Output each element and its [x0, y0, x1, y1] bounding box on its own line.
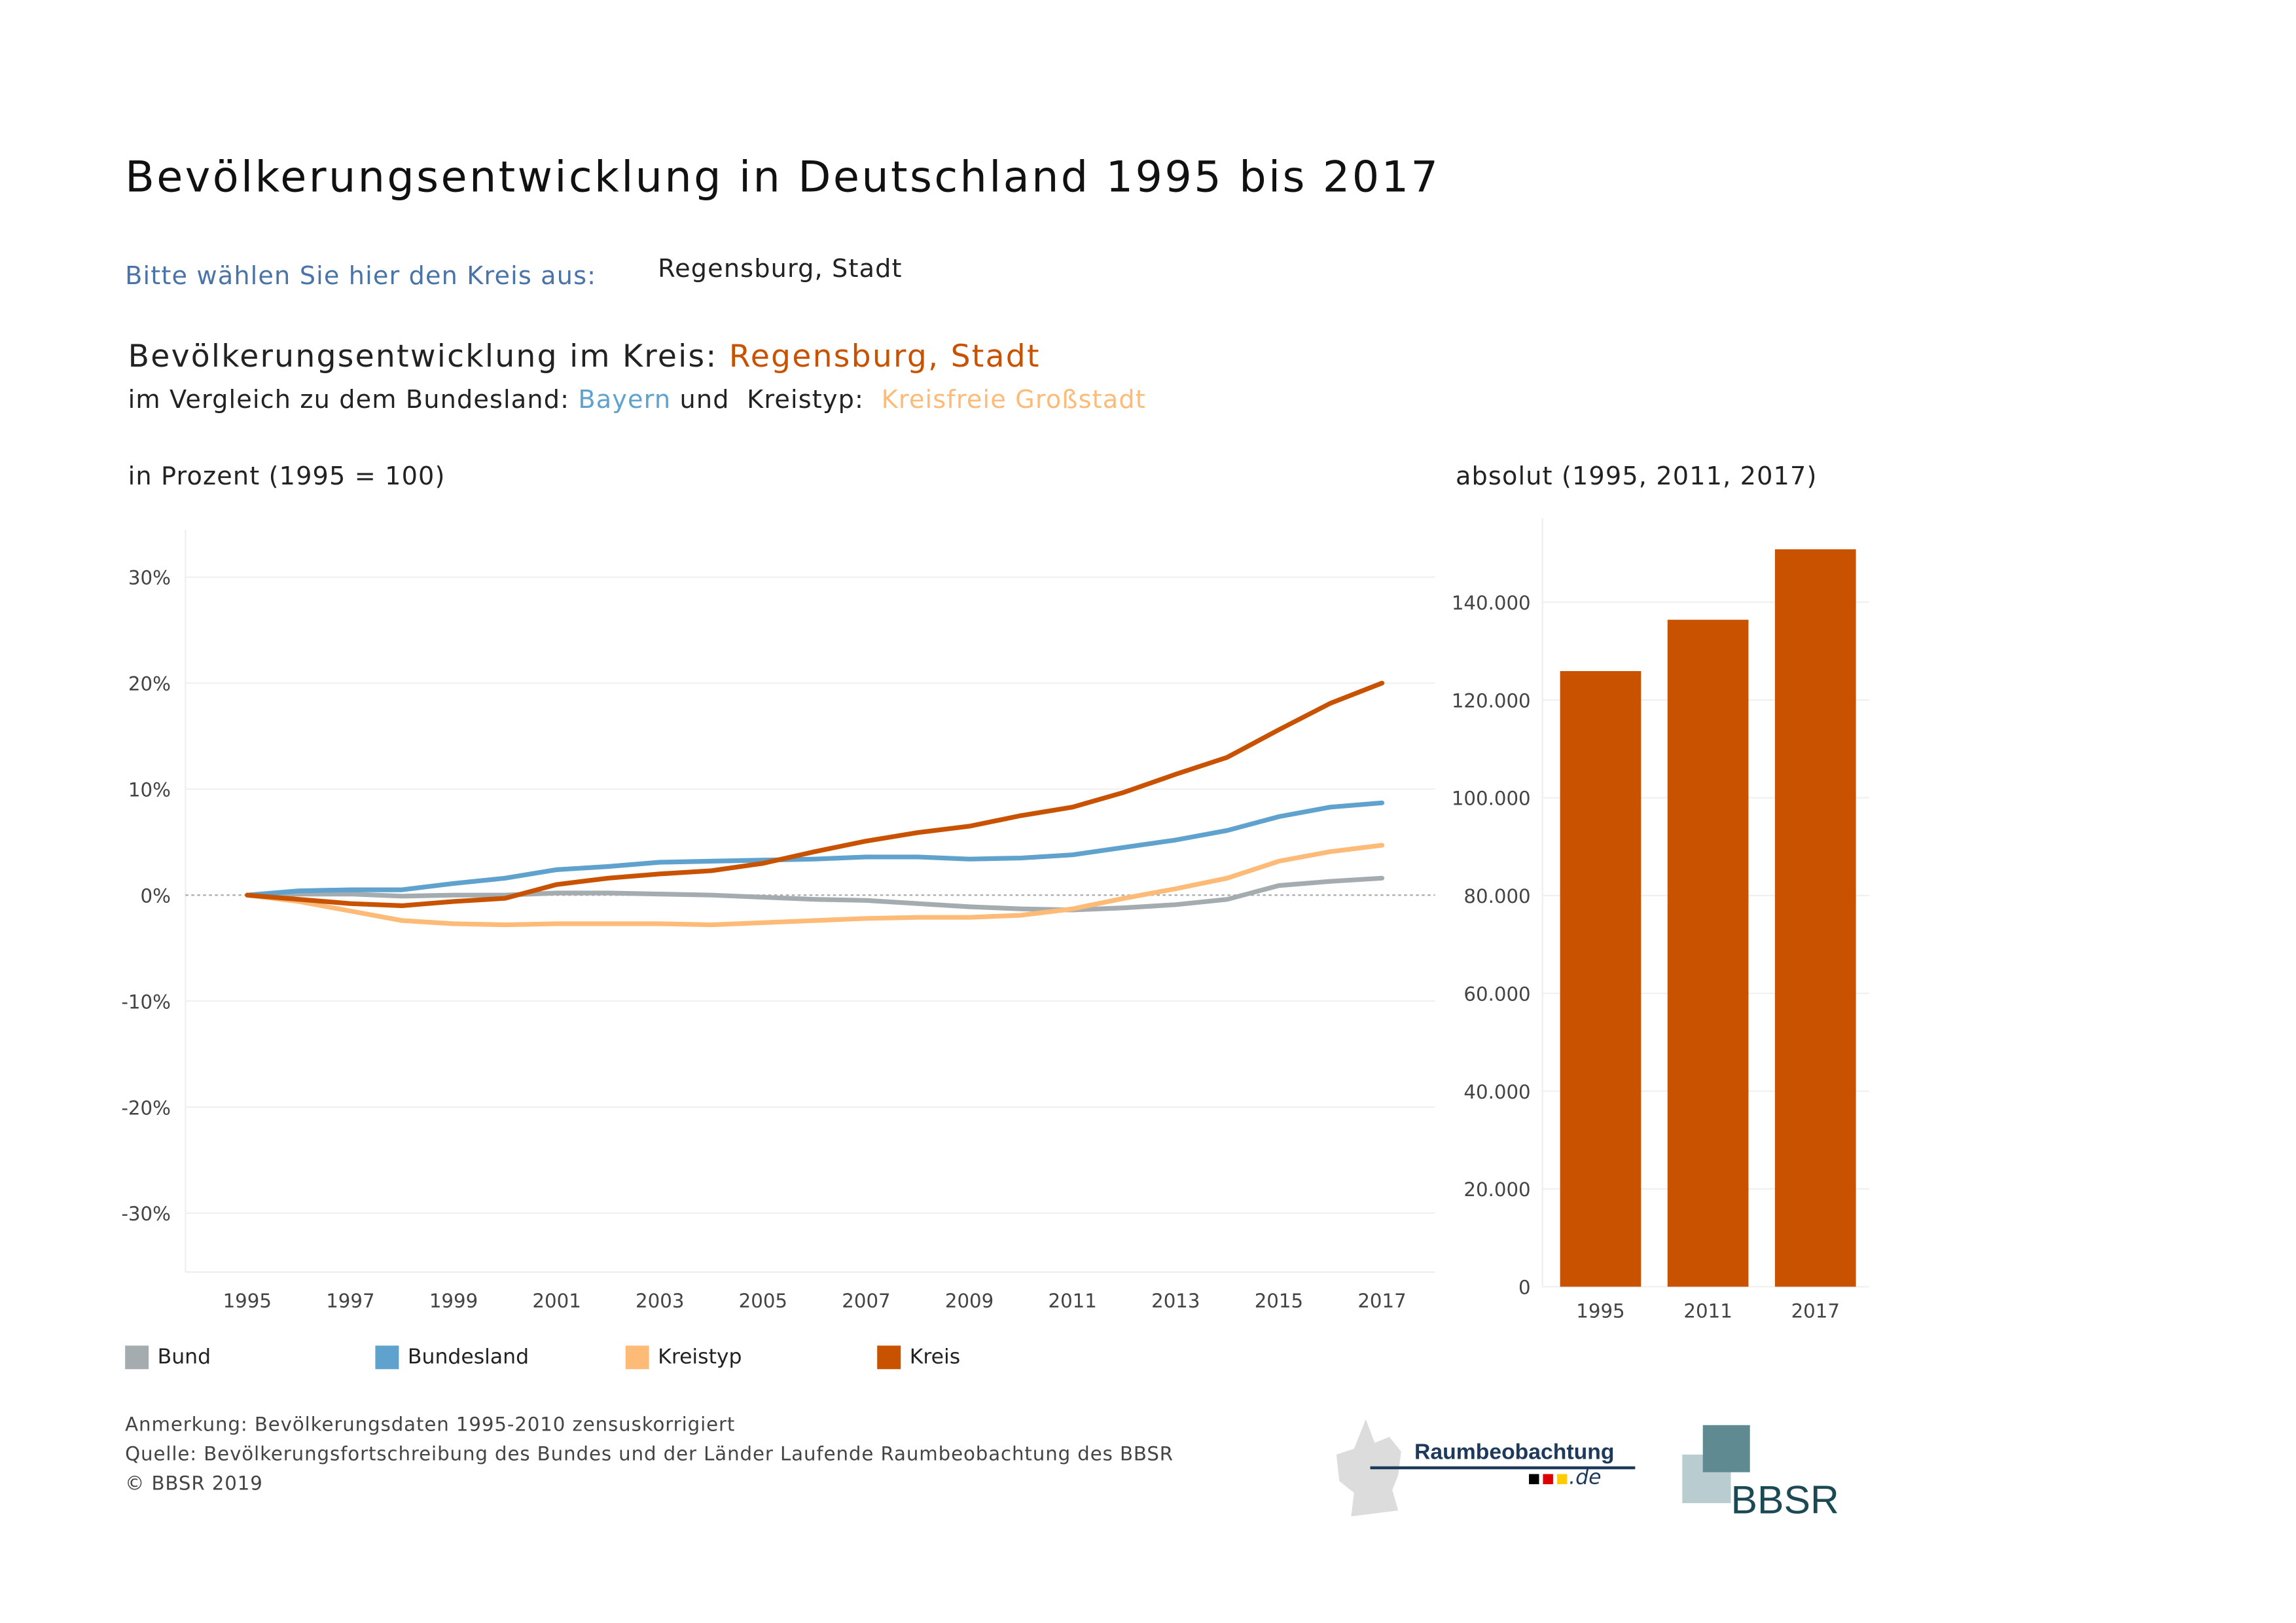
legend-swatch	[625, 1345, 649, 1370]
legend-label: Kreistyp	[658, 1345, 742, 1370]
germany-map-icon	[1336, 1419, 1401, 1517]
legend-label: Kreis	[909, 1345, 961, 1370]
bar-y-tick-label: 0	[1518, 1277, 1531, 1299]
kreis-name: Regensburg, Stadt	[728, 338, 1041, 374]
y-tick-label: 30%	[128, 567, 171, 589]
legend-swatch	[375, 1345, 399, 1370]
legend-kreistyp[interactable]: Kreistyp	[625, 1345, 742, 1370]
bar-x-tick-label: 1995	[1576, 1300, 1624, 1322]
bar-y-tick-label: 20.000	[1463, 1178, 1530, 1201]
kreistyp-name: Kreisfreie Großstadt	[881, 386, 1146, 416]
bar-y-tick-label: 120.000	[1452, 689, 1531, 712]
kreis-select-label: Bitte wählen Sie hier den Kreis aus:	[125, 262, 597, 292]
x-tick-label: 2003	[636, 1290, 684, 1312]
page-title: Bevölkerungsentwicklung in Deutschland 1…	[125, 151, 1441, 202]
note-anmerkung: Anmerkung: Bevölkerungsdaten 1995-2010 z…	[125, 1415, 736, 1437]
logo-underline	[1370, 1466, 1636, 1470]
comparison-line: im Vergleich zu dem Bundesland: Bayern u…	[128, 386, 1146, 415]
series-line-kreis	[245, 680, 1385, 908]
y-tick-label: 0%	[140, 884, 170, 907]
bar-y-tick-label: 40.000	[1463, 1081, 1530, 1103]
y-tick-label: -10%	[121, 991, 171, 1013]
x-tick-label: 2015	[1255, 1290, 1303, 1312]
bar-x-tick-label: 2011	[1683, 1300, 1732, 1322]
legend-label: Bundesland	[407, 1345, 529, 1370]
legend-kreis[interactable]: Kreis	[877, 1345, 961, 1370]
bar-2017	[1774, 549, 1856, 1287]
logo-text: Raumbeobachtung	[1414, 1440, 1615, 1465]
x-tick-label: 2009	[945, 1290, 994, 1312]
y-tick-label: 20%	[128, 673, 171, 695]
x-tick-label: 2007	[842, 1290, 890, 1312]
bar-y-tick-label: 100.000	[1452, 788, 1531, 810]
legend-bund[interactable]: Bund	[125, 1345, 211, 1370]
y-tick-label: 10%	[128, 779, 171, 801]
logo-text: BBSR	[1731, 1478, 1839, 1523]
kreis-heading-prefix: Bevölkerungsentwicklung im Kreis:	[128, 338, 718, 374]
x-tick-label: 2013	[1151, 1290, 1200, 1312]
legend-swatch	[877, 1345, 901, 1370]
note-quelle: Quelle: Bevölkerungsfortschreibung des B…	[125, 1444, 1174, 1467]
compare-prefix: im Vergleich zu dem Bundesland:	[128, 386, 570, 416]
y-tick-label: -20%	[121, 1097, 171, 1119]
logo-tld: .de	[1569, 1466, 1602, 1490]
kreistyp-label: Kreistyp:	[747, 386, 865, 416]
bar-1995	[1560, 671, 1641, 1287]
legend-swatch	[125, 1345, 149, 1370]
footnotes: Anmerkung: Bevölkerungsdaten 1995-2010 z…	[125, 1412, 1174, 1501]
logo-square-dark	[1702, 1425, 1750, 1472]
bar-x-tick-label: 2017	[1791, 1300, 1840, 1322]
bar-2011	[1667, 619, 1749, 1287]
note-copyright: © BBSR 2019	[125, 1473, 263, 1496]
series-line-kreistyp	[245, 843, 1385, 928]
line-chart-title: in Prozent (1995 = 100)	[128, 462, 446, 492]
x-tick-label: 1997	[326, 1290, 374, 1312]
x-tick-label: 1999	[429, 1290, 478, 1312]
kreis-heading: Bevölkerungsentwicklung im Kreis: Regens…	[128, 338, 1041, 374]
flag-icon: ■■■	[1528, 1472, 1570, 1487]
raumbeobachtung-logo[interactable]: Raumbeobachtung ■■■ .de	[1333, 1416, 1642, 1519]
und-text: und	[679, 386, 730, 416]
series-line-bundesland	[245, 800, 1385, 898]
x-tick-label: 2017	[1357, 1290, 1406, 1312]
x-tick-label: 2011	[1049, 1290, 1097, 1312]
bar-chart-title: absolut (1995, 2011, 2017)	[1455, 462, 1818, 492]
bar-y-tick-label: 140.000	[1452, 592, 1531, 614]
x-tick-label: 2005	[739, 1290, 787, 1312]
bundesland-name: Bayern	[578, 386, 672, 416]
bar-y-tick-label: 80.000	[1463, 885, 1530, 907]
legend-label: Bund	[157, 1345, 211, 1370]
x-tick-label: 1995	[223, 1290, 272, 1312]
y-tick-label: -30%	[121, 1203, 171, 1225]
series-line-bund	[245, 875, 1385, 913]
legend-bundesland[interactable]: Bundesland	[375, 1345, 529, 1370]
bar-y-tick-label: 60.000	[1463, 983, 1530, 1005]
kreis-select[interactable]: Regensburg, Stadt	[658, 255, 903, 284]
bbsr-logo[interactable]: BBSR	[1682, 1422, 1844, 1525]
x-tick-label: 2001	[532, 1290, 581, 1312]
